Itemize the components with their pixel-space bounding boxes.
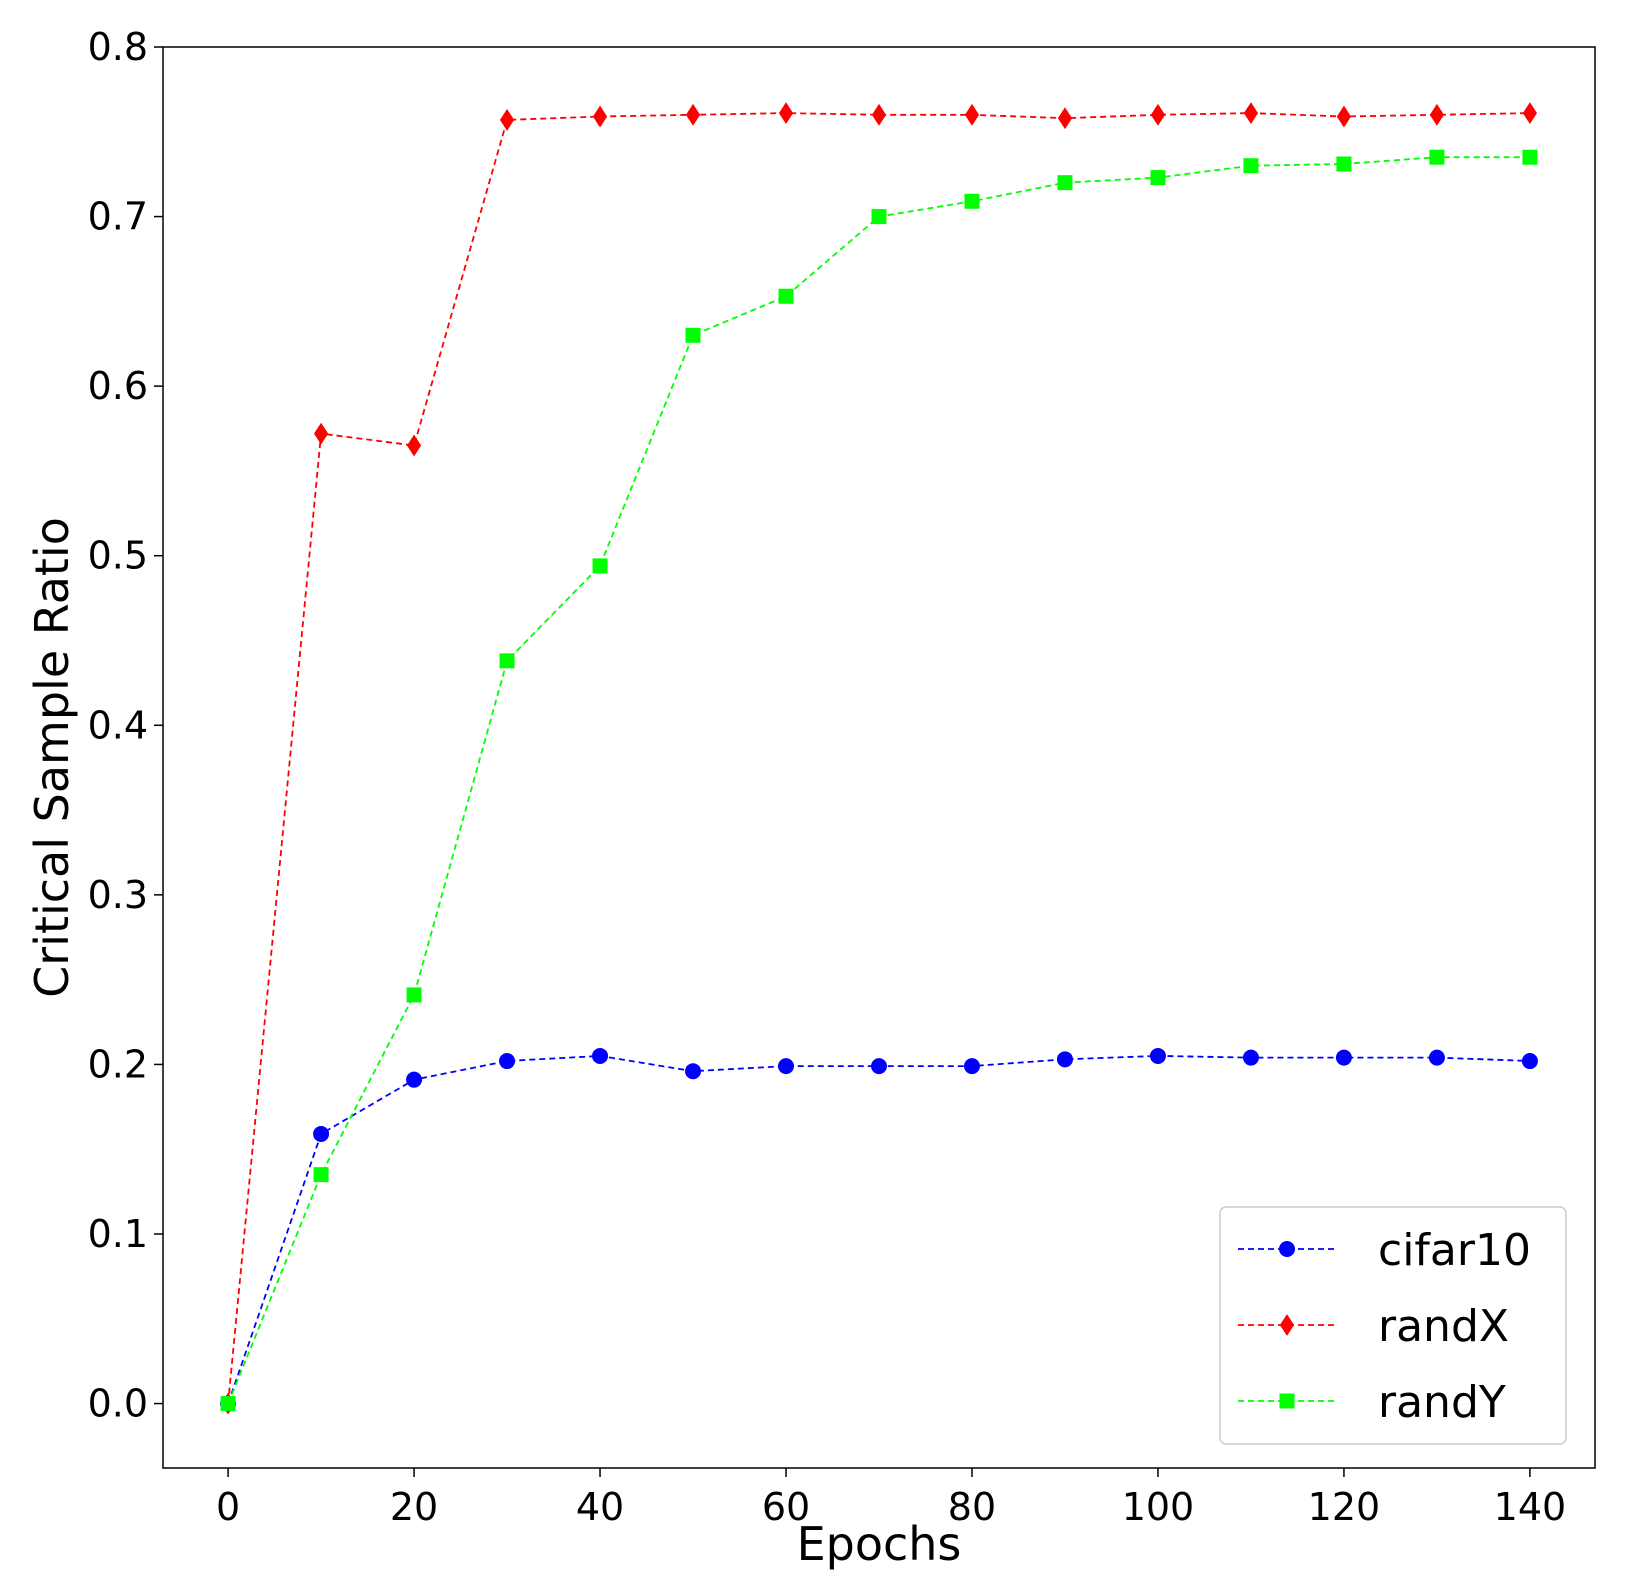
legend-label-randX: randX [1378,1301,1509,1352]
y-tick-label: 0.3 [88,873,148,917]
y-axis-title: Critical Sample Ratio [25,517,79,998]
data-point-cifar10 [1521,1053,1538,1070]
data-point-cifar10 [313,1125,330,1142]
data-point-randY [220,1396,236,1412]
data-point-randY [1057,175,1073,191]
data-point-randY [871,209,887,225]
data-point-randY [685,327,701,343]
y-tick-label: 0.5 [88,534,148,578]
y-tick-label: 0.6 [88,364,148,408]
data-point-randY [1150,170,1166,186]
x-axis: 0 20 40 60 80 100 120 140 [216,1468,1566,1529]
data-point-cifar10 [963,1058,980,1075]
data-point-randY [592,558,608,574]
data-point-cifar10 [499,1053,516,1070]
legend-marker-randY [1279,1393,1295,1409]
x-axis-title: Epochs [797,1517,962,1571]
x-tick-label: 0 [216,1485,240,1529]
data-point-randY [499,653,515,669]
x-tick-label: 60 [762,1485,810,1529]
data-point-cifar10 [1149,1047,1166,1064]
data-point-randY [1522,149,1538,165]
data-point-randY [406,987,422,1003]
y-tick-label: 0.1 [88,1212,148,1256]
y-tick-label: 0.4 [88,703,148,747]
data-point-randY [1243,158,1259,174]
data-point-randY [778,288,794,304]
data-point-cifar10 [406,1071,423,1088]
legend-item-randX: randX [1238,1301,1509,1352]
legend-box [1219,1206,1567,1445]
data-point-randX [964,103,980,126]
data-point-cifar10 [1056,1051,1073,1068]
series-randY [220,149,1538,1412]
y-tick-label: 0.8 [88,25,148,69]
x-tick-label: 40 [576,1485,624,1529]
x-tick-label: 120 [1308,1485,1381,1529]
legend-item-cifar10: cifar10 [1238,1225,1531,1276]
series-line-randX [227,112,1530,1404]
y-tick-label: 0.2 [88,1042,148,1086]
data-point-randX [1057,107,1073,130]
x-tick-label: 80 [948,1485,996,1529]
x-tick-label: 100 [1122,1485,1195,1529]
data-point-cifar10 [778,1058,795,1075]
legend-item-randY: randY [1238,1377,1506,1428]
data-point-cifar10 [685,1063,702,1080]
data-point-randX [778,102,794,125]
y-tick-label: 0.7 [88,195,148,239]
legend-label-cifar10: cifar10 [1378,1225,1531,1276]
x-tick-label: 20 [390,1485,438,1529]
data-point-randY [1336,156,1352,172]
data-point-randX [1522,102,1538,125]
data-point-randX [313,422,329,445]
data-point-randX [1336,105,1352,128]
data-point-randX [499,108,515,131]
data-point-randX [1243,102,1259,125]
data-point-randY [964,193,980,209]
legend-marker-cifar10 [1279,1241,1295,1257]
data-point-cifar10 [1335,1049,1352,1066]
data-point-randX [406,434,422,457]
data-point-randX [1429,103,1445,126]
data-point-randX [1150,103,1166,126]
y-tick-label: 0.0 [88,1382,148,1426]
series-layer [220,102,1538,1415]
data-point-randX [592,105,608,128]
legend: cifar10 randX randY [1219,1206,1567,1445]
y-axis: 0.0 0.1 0.2 0.3 0.4 0.5 0.6 0.7 0.8 [88,25,163,1426]
data-point-cifar10 [1242,1049,1259,1066]
data-point-randY [313,1167,329,1183]
x-tick-label: 140 [1494,1485,1567,1529]
legend-label-randY: randY [1378,1377,1506,1428]
legend-marker-randX [1279,1314,1295,1336]
data-point-randX [685,103,701,126]
data-point-cifar10 [1428,1049,1445,1066]
data-point-randX [871,103,887,126]
data-point-cifar10 [592,1047,609,1064]
data-point-randY [1429,149,1445,165]
data-point-cifar10 [871,1058,887,1075]
